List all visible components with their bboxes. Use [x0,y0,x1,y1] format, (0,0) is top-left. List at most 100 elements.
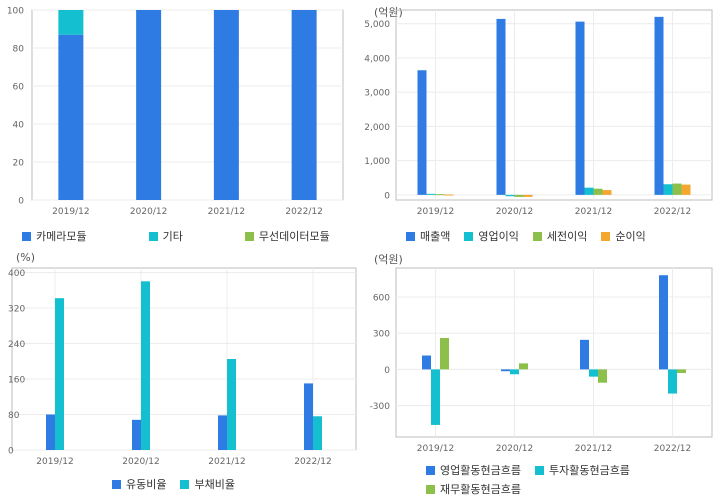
y-tick-label: 320 [8,304,25,314]
bar[interactable] [213,10,239,200]
legend-item-investing-cashflow[interactable]: 투자활동현금흐름 [534,462,630,478]
plot-frame [395,267,713,438]
bar[interactable] [593,188,603,195]
y-tick-label: 60 [13,83,25,93]
legend-label: 기타 [162,230,183,243]
bar[interactable] [55,298,64,450]
bar[interactable] [227,359,236,450]
legend-item-wireless-data-module[interactable]: 무선데이터모듈 [244,228,330,244]
legend-label: 투자활동현금흐름 [548,464,630,477]
y-tick-label: 0 [8,447,14,457]
y-tick-label: 600 [373,293,390,303]
legend-label: 재무활동현금흐름 [440,483,521,496]
x-tick-label: 2020/12 [496,444,533,454]
y-tick-label: 80 [8,411,20,421]
bar[interactable] [668,369,677,394]
legend-swatch [426,484,435,494]
bar[interactable] [523,194,533,197]
y-tick-label: 300 [373,330,390,340]
y-tick-label: 0 [384,191,390,201]
bar[interactable] [444,194,454,196]
bar[interactable] [496,18,506,195]
legend-item-pretax-income[interactable]: 세전이익 [532,228,587,244]
bar[interactable] [575,21,585,195]
bar[interactable] [659,275,668,370]
bar[interactable] [426,193,436,195]
legend-item-financing-cashflow[interactable]: 재무활동현금흐름 [426,481,521,497]
bar[interactable] [291,10,317,200]
y-tick-label: 1,000 [364,157,390,167]
bar[interactable] [598,369,607,383]
bar[interactable] [313,416,322,450]
chart-segment-share: 0 20 40 60 80 100 2019/12 2020/12 2021/12 2022/12 [7,7,344,217]
bar[interactable] [677,369,686,374]
bar[interactable] [584,187,594,195]
legend-item-other[interactable]: 기타 [148,228,183,244]
x-tick-label: 2021/12 [575,207,612,217]
bar[interactable] [440,338,449,370]
legend-item-revenue[interactable]: 매출액 [406,228,450,244]
plot-frame [395,9,713,201]
bar[interactable] [602,190,612,195]
legend-label: 영업활동현금흐름 [440,464,521,477]
bar[interactable] [417,70,427,195]
bar[interactable] [589,369,598,377]
y-tick-label: 0 [384,366,390,376]
bar[interactable] [304,383,313,450]
y-tick-label: -300 [370,402,391,412]
unit-label: (억원) [374,253,403,266]
bar[interactable] [510,369,519,375]
x-tick-label: 2020/12 [122,457,159,467]
bar[interactable] [46,414,55,450]
legend-swatch [244,231,254,241]
legend-item-net-income[interactable]: 순이익 [601,228,646,244]
y-tick-label: 100 [7,7,24,17]
bar[interactable] [580,339,589,370]
y-tick-label: 40 [13,121,25,131]
chart-panel-cashflow: (억원) -300 0 300 600 2019/12 2020/12 2021/12 202… [360,248,720,496]
legend-swatch [601,231,611,241]
bar[interactable] [663,184,673,195]
bar[interactable] [58,34,84,201]
bar[interactable] [654,16,664,195]
x-tick-label: 2021/12 [208,457,245,467]
x-tick-label: 2021/12 [208,207,245,217]
bar[interactable] [505,194,515,197]
bar[interactable] [58,10,84,35]
y-tick-label: 400 [8,269,25,279]
bar[interactable] [431,369,440,425]
x-tick-label: 2022/12 [294,457,331,467]
legend-swatch [426,465,435,475]
legend-item-operating-income[interactable]: 영업이익 [464,228,519,244]
bar[interactable] [136,10,162,200]
bar[interactable] [132,419,141,450]
x-tick-label: 2020/12 [130,207,167,217]
legend-swatch [406,231,415,241]
chart3-legend: 유동비율 부채비율 [112,476,352,492]
bar[interactable] [672,183,682,195]
bar[interactable] [435,194,445,196]
x-tick-label: 2022/12 [654,207,691,217]
bar[interactable] [141,281,150,450]
legend-label: 부채비율 [194,478,235,491]
bar[interactable] [514,194,524,197]
x-tick-label: 2019/12 [36,457,73,467]
bar[interactable] [501,369,510,372]
bar[interactable] [519,363,528,370]
bar[interactable] [218,415,227,450]
legend-item-current-ratio[interactable]: 유동비율 [112,476,166,492]
legend-label: 카메라모듈 [36,230,87,243]
bar[interactable] [422,355,431,370]
chart-income: 0 1,000 2,000 3,000 4,000 5,000 2019/12 2020/12… [364,9,713,217]
bar[interactable] [681,184,691,195]
y-tick-label: 3,000 [364,89,390,99]
y-tick-label: 20 [13,159,25,169]
y-tick-label: 4,000 [364,54,390,64]
legend-swatch [464,231,474,241]
legend-item-camera-module[interactable]: 카메라모듈 [22,228,87,244]
chart4-legend: 영업활동현금흐름 투자활동현금흐름 재무활동현금흐름 [426,462,686,497]
x-tick-label: 2022/12 [654,444,691,454]
legend-item-debt-ratio[interactable]: 부채비율 [180,476,235,492]
legend-label: 매출액 [420,230,451,243]
legend-item-operating-cashflow[interactable]: 영업활동현금흐름 [426,462,521,478]
